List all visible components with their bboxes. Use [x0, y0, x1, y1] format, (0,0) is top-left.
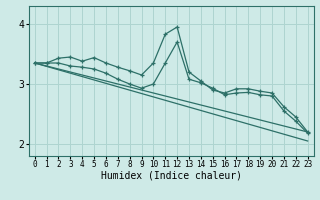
X-axis label: Humidex (Indice chaleur): Humidex (Indice chaleur) [101, 171, 242, 181]
